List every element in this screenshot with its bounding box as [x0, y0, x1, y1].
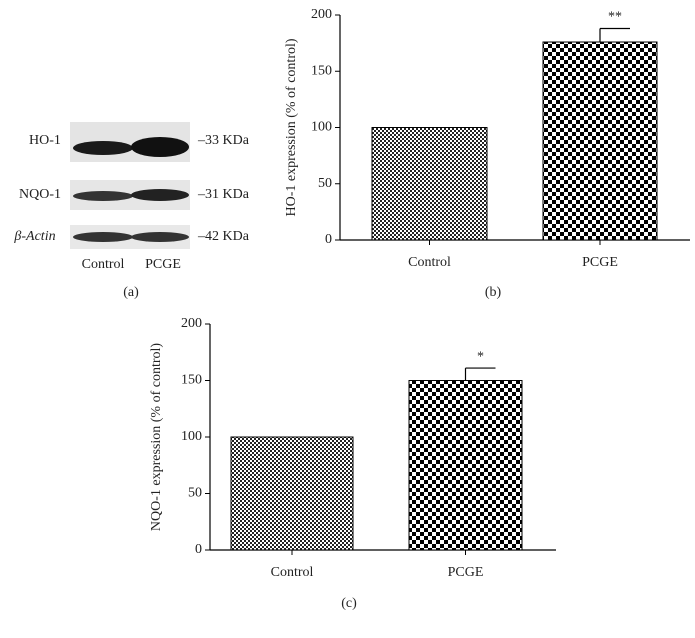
y-axis-title: HO-1 expression (% of control): [284, 38, 299, 216]
y-tick-label: 0: [195, 542, 202, 557]
size-label: –31 KDa: [197, 187, 250, 202]
y-tick-label: 150: [311, 63, 332, 78]
y-tick-label: 200: [181, 316, 202, 331]
protein-label: β-Actin: [13, 229, 55, 244]
bar: [542, 41, 658, 241]
bar: [371, 127, 488, 241]
y-tick-label: 100: [311, 120, 332, 135]
y-tick-label: 50: [188, 486, 202, 501]
x-tick-label: PCGE: [582, 255, 618, 270]
y-tick-label: 50: [318, 176, 332, 191]
y-tick-label: 200: [311, 7, 332, 22]
x-tick-label: PCGE: [448, 565, 484, 580]
significance-label: *: [477, 349, 484, 364]
protein-label: NQO-1: [19, 187, 61, 202]
protein-label: HO-1: [29, 133, 61, 148]
size-label: –42 KDa: [197, 229, 250, 244]
error-bar: [464, 367, 496, 381]
panel-caption: (a): [123, 285, 139, 300]
panel-caption: (c): [341, 596, 357, 611]
blot-image: [70, 122, 190, 249]
bar: [230, 436, 354, 551]
y-tick-label: 150: [181, 373, 202, 388]
panel-caption: (b): [485, 285, 502, 300]
error-bar: [599, 27, 630, 42]
lane-label: PCGE: [145, 257, 181, 272]
x-tick-label: Control: [271, 565, 314, 580]
size-label: –33 KDa: [197, 133, 250, 148]
y-axis-title: NQO-1 expression (% of control): [149, 343, 164, 532]
lane-label: Control: [82, 257, 125, 272]
x-tick-label: Control: [408, 255, 451, 270]
y-tick-label: 100: [181, 429, 202, 444]
bar: [408, 380, 523, 551]
y-tick-label: 0: [325, 232, 332, 247]
significance-label: **: [608, 10, 622, 25]
